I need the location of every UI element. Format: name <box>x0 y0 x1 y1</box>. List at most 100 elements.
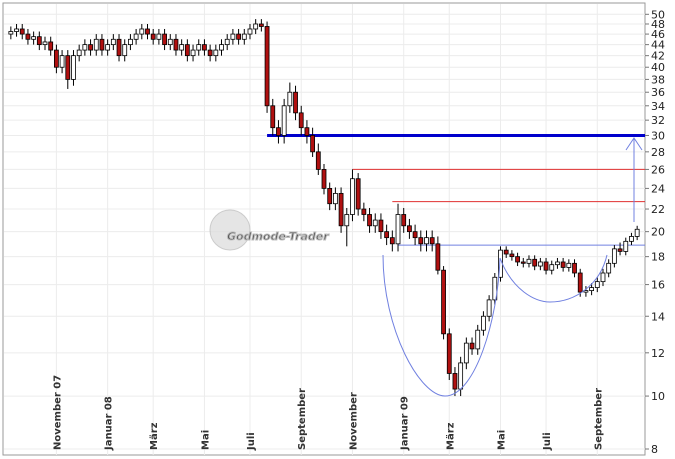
plot-frame <box>2 2 646 456</box>
candle-body <box>315 151 321 170</box>
x-tick-label: Juli <box>246 432 257 451</box>
y-tick-label: 20 <box>651 226 665 239</box>
candle-body <box>418 237 424 245</box>
cup-arc <box>382 254 501 397</box>
y-tick-label: 24 <box>651 182 665 195</box>
candle-body <box>105 44 111 51</box>
candle-body <box>202 44 207 51</box>
candle-body <box>566 262 572 268</box>
x-tick-label: März <box>445 422 456 450</box>
candle-body <box>577 272 583 293</box>
candle-body <box>515 256 520 263</box>
candle-body <box>407 225 412 233</box>
candle-body <box>25 33 31 40</box>
candle-body <box>82 44 88 51</box>
candle-body <box>76 49 82 57</box>
candle-body <box>594 281 600 288</box>
candle-body <box>332 192 338 205</box>
candle-body <box>122 44 128 57</box>
candle-body <box>572 262 577 274</box>
candle-body <box>469 342 475 350</box>
target-arrow <box>625 137 643 222</box>
x-tick-label: November 07 <box>52 375 63 450</box>
candle-body <box>310 135 316 153</box>
candle-body <box>367 214 372 227</box>
candle-body <box>162 33 167 46</box>
candle-body <box>287 91 293 107</box>
watermark-logo <box>209 209 251 251</box>
candle-body <box>389 237 395 245</box>
watermark-text: Godmode-Trader <box>227 230 329 243</box>
candle-body <box>361 208 367 215</box>
watermark: Godmode-Trader <box>209 209 330 251</box>
y-tick-label: 18 <box>651 251 665 264</box>
candle-body <box>88 44 93 51</box>
candle-body <box>492 276 498 301</box>
candle-body <box>48 41 54 51</box>
candle-body <box>14 28 19 32</box>
candle-body <box>372 219 378 227</box>
candle-body <box>196 44 202 51</box>
candle-body <box>167 38 173 46</box>
candle-body <box>8 31 14 35</box>
x-tick-label: September <box>593 388 604 450</box>
y-tick-label: 46 <box>651 28 665 41</box>
candle-body <box>463 342 469 364</box>
candle-body <box>537 261 543 267</box>
candle-body <box>270 105 276 129</box>
y-tick-label: 50 <box>651 8 665 21</box>
candle-body <box>629 236 634 242</box>
y-axis: 8 10 12 14 16 18 20 22 24 26 28 30 32343638404244464… <box>52 8 665 456</box>
candle-body <box>36 36 42 46</box>
candle-body <box>110 38 116 46</box>
candle-body <box>589 287 594 291</box>
candle-body <box>321 169 327 189</box>
candle-body <box>446 333 452 374</box>
candle-body <box>230 33 236 40</box>
candle-body <box>42 41 48 46</box>
candle-body <box>276 127 281 136</box>
candle-body <box>128 38 133 46</box>
candle-body <box>344 214 350 227</box>
x-tick-label: Mai <box>497 430 508 450</box>
candle-body <box>190 49 196 57</box>
candle-body <box>617 248 623 252</box>
candle-body <box>555 261 560 266</box>
candle-body <box>59 55 65 68</box>
candle-body <box>481 315 486 331</box>
candle-body <box>486 299 492 317</box>
handle-arc <box>499 254 608 303</box>
candle-body <box>611 248 617 264</box>
candle-body <box>71 55 76 80</box>
candle-body <box>99 38 105 51</box>
candle-body <box>116 38 122 57</box>
y-tick-label: 28 <box>651 146 665 159</box>
candle-body <box>54 49 59 68</box>
candle-body <box>93 38 99 51</box>
y-tick-label: 14 <box>651 310 665 323</box>
y-tick-label: 40 <box>651 61 665 74</box>
y-tick-label: 22 <box>651 203 665 216</box>
candle-body <box>509 253 515 258</box>
y-tick-label: 38 <box>651 73 665 86</box>
candle-body <box>327 188 333 205</box>
candle-body <box>293 91 298 114</box>
grid <box>4 4 645 455</box>
candle-body <box>435 243 441 271</box>
candle-body <box>179 44 185 51</box>
x-tick-label: Januar 08 <box>104 396 115 451</box>
y-tick-label: 30 <box>651 129 665 142</box>
x-tick-label: September <box>297 388 308 450</box>
y-tick-label: 42 <box>651 50 665 63</box>
x-tick-label: März <box>149 422 160 450</box>
candle-body <box>253 23 259 30</box>
candle-body <box>532 258 538 267</box>
candle-body <box>258 23 264 27</box>
candle-body <box>207 49 213 57</box>
candle-body <box>384 231 390 239</box>
candle-body <box>156 33 162 40</box>
candle-body <box>503 249 509 255</box>
candle-body <box>241 33 247 40</box>
y-tick-label: 44 <box>651 39 665 52</box>
y-tick-label: 48 <box>651 18 665 31</box>
